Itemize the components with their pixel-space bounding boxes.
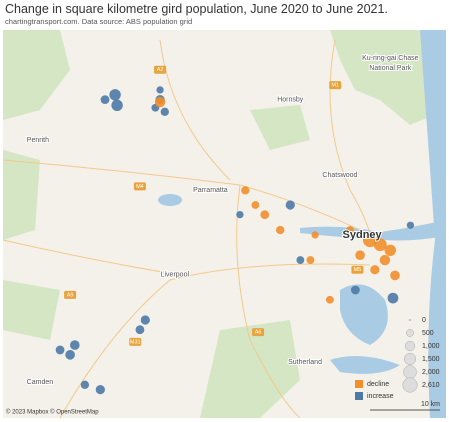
population-cell <box>156 86 164 94</box>
color-legend-swatch <box>355 380 363 388</box>
place-label: Penrith <box>27 137 49 144</box>
population-cell <box>384 244 397 257</box>
population-cell <box>154 96 166 108</box>
place-label: Camden <box>27 379 54 386</box>
place-label: Liverpool <box>161 271 190 278</box>
population-cell <box>241 186 250 195</box>
population-cell <box>65 349 75 360</box>
place-label: Sydney <box>343 229 383 241</box>
road-shield <box>64 290 77 299</box>
population-cell <box>362 232 378 248</box>
water <box>158 30 446 418</box>
population-cell <box>140 315 150 325</box>
road-label: A9 <box>67 292 74 298</box>
road-shield <box>351 265 364 274</box>
size-legend-label: 2,000 <box>422 369 440 376</box>
population-cell <box>135 325 145 335</box>
size-legend-label: 1,500 <box>422 356 440 363</box>
color-legend-label: increase <box>367 393 394 400</box>
place-label: Sutherland <box>288 359 322 366</box>
population-cell <box>387 292 399 304</box>
population-cell <box>406 221 415 229</box>
roads <box>2 39 373 419</box>
population-cell <box>69 340 80 350</box>
attribution: © 2023 Mapbox © OpenStreetMap <box>6 409 99 416</box>
population-cell <box>285 200 295 210</box>
size-legend-label: 2,610 <box>422 382 440 389</box>
size-legend-circle <box>403 365 417 379</box>
population-cell <box>109 89 121 101</box>
place-label: Parramatta <box>193 187 228 194</box>
population-cell <box>325 295 334 304</box>
population-cell <box>55 345 65 355</box>
population-cell <box>390 270 400 281</box>
size-legend-circle <box>406 329 414 337</box>
road-shield <box>133 182 146 191</box>
size-legend-circle <box>404 353 416 365</box>
population-cell <box>350 285 360 295</box>
road-shield <box>252 328 265 337</box>
size-legend-circle <box>402 377 418 393</box>
population-cell <box>80 380 90 389</box>
population-cell <box>370 265 380 275</box>
population-cell <box>276 225 285 235</box>
population-cell <box>296 256 305 264</box>
road-label: M4 <box>136 184 144 190</box>
population-cell <box>160 107 169 116</box>
place-label: Ku-ring-gai Chase <box>362 55 419 62</box>
size-legend-label: 1,000 <box>422 343 440 350</box>
color-legend-label: decline <box>367 381 389 388</box>
road-shield <box>329 81 342 90</box>
color-legend-swatch <box>355 392 363 400</box>
title: Change in square kilometre gird populati… <box>5 2 388 16</box>
place-label: National Park <box>369 65 412 72</box>
place-label: Chatswood <box>322 172 357 179</box>
size-legend-label: 0 <box>422 317 426 324</box>
population-cell <box>355 250 365 261</box>
road-label: M1 <box>331 83 339 89</box>
population-cell <box>311 231 319 239</box>
size-legend-circle <box>408 318 412 322</box>
road-label: M5 <box>354 267 362 273</box>
road-shield <box>154 65 167 74</box>
population-cell <box>373 238 387 252</box>
parks <box>3 30 446 418</box>
population-cell <box>379 254 391 266</box>
size-legend-label: 500 <box>422 330 434 337</box>
population-cell <box>95 385 105 395</box>
scale-label: 10 km <box>421 401 440 408</box>
population-cell <box>306 256 315 264</box>
road-label: M31 <box>130 339 141 345</box>
population-cell <box>251 201 260 209</box>
population-cell <box>111 99 123 112</box>
population-cell <box>236 211 244 219</box>
road-label: A6 <box>255 330 262 336</box>
road-shield <box>129 337 142 346</box>
road-label: A2 <box>157 67 164 73</box>
subtitle: chartingtransport.com. Data source: ABS … <box>5 17 193 26</box>
population-cell <box>260 210 270 220</box>
place-label: Hornsby <box>277 97 304 104</box>
size-legend-circle <box>404 340 416 352</box>
population-cell <box>346 226 354 234</box>
population-cell <box>100 95 110 105</box>
